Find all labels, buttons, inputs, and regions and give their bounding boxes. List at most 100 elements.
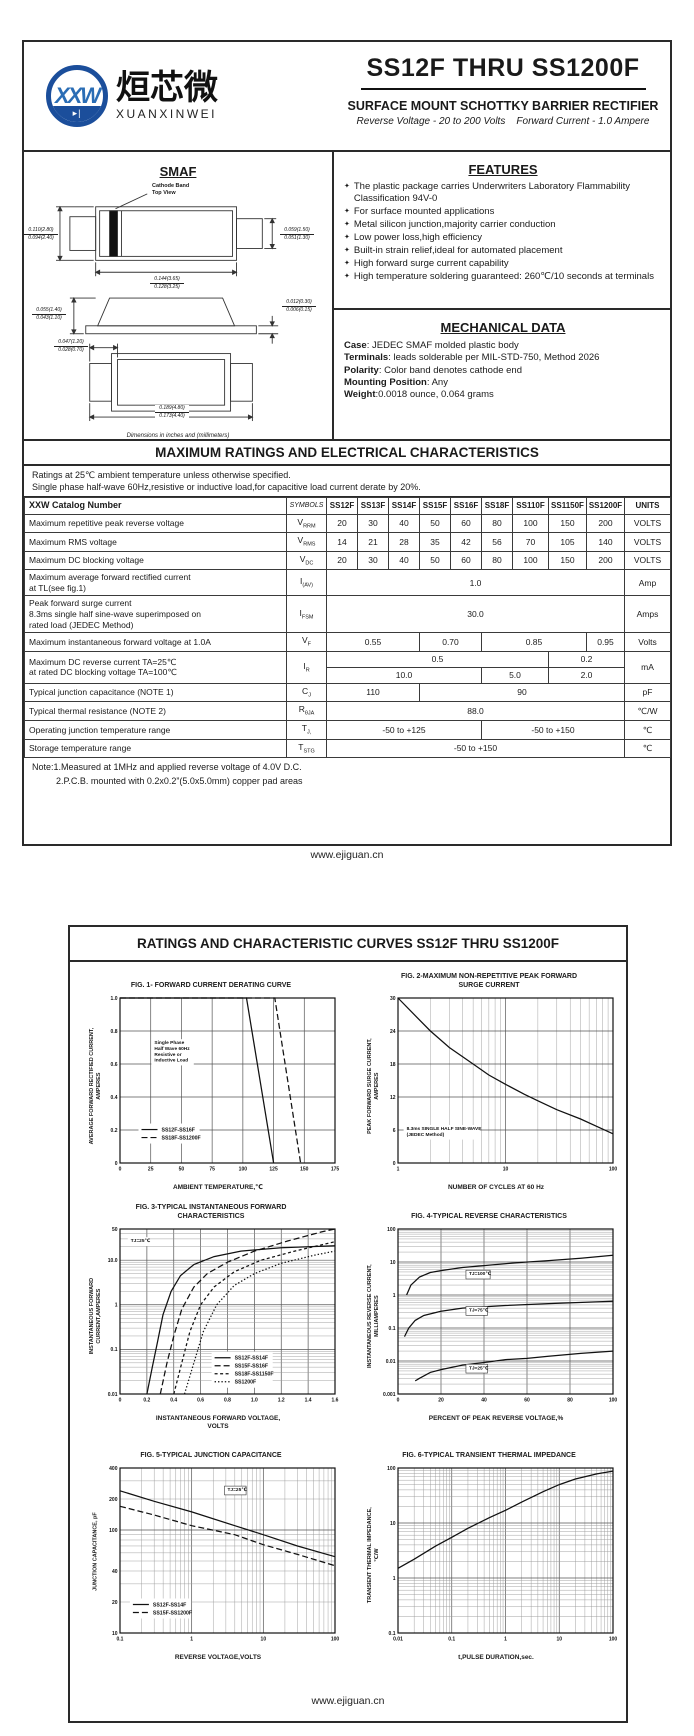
table-cell: Maximum RMS voltage (24, 532, 287, 552)
table-cell: 200 (586, 550, 625, 571)
ratings-table: XXW Catalog Number SYMBOLS SS12F SS13F SS14F… (24, 497, 671, 759)
svg-text:75: 75 (209, 1167, 215, 1173)
chart-plot: 0 0.2 0.4 0.6 0.8 1.0 1.2 1.4 1.6 0.01 0.1 1 10.0 50 T… (108, 1227, 339, 1404)
features-list: ✦ The plastic package carries Underwriter… (344, 181, 662, 283)
x-axis-label: AMBIENT TEMPERATURE,℃ (172, 1184, 264, 1191)
figure-title: FIG. 6-TYPICAL TRANSIENT THERMAL IMPEDAN… (402, 1451, 576, 1459)
table-cell: 10.0 (326, 666, 482, 684)
figure-title: FIG. 1- FORWARD CURRENT DERATING CURVE (130, 981, 292, 989)
table-cell: 88.0 (326, 701, 625, 722)
table-cell: 105 (548, 532, 587, 552)
svg-text:10: 10 (390, 1259, 396, 1265)
svg-text:40: 40 (112, 1568, 118, 1574)
svg-text:SS18F-SS1150F: SS18F-SS1150F (235, 1371, 274, 1377)
table-cell: pF (624, 682, 671, 703)
table-cell: 100 (512, 550, 549, 571)
table-cell: VOLTS (624, 532, 671, 552)
svg-text:0: 0 (115, 1161, 118, 1167)
bullet-icon: ✦ (344, 220, 350, 228)
series-SS15F-SS16F (159, 1228, 336, 1394)
table-cell: 0.70 (419, 632, 482, 652)
svg-text:10: 10 (390, 1520, 396, 1526)
table-cell: Typical thermal resistance (NOTE 2) (24, 701, 287, 722)
table-cell: SS14F (388, 497, 420, 515)
feature-item: ✦ For surface mounted applications (344, 205, 495, 217)
table-cell: 42 (450, 532, 482, 552)
svg-text:50: 50 (112, 1227, 118, 1233)
svg-text:1.6: 1.6 (332, 1397, 339, 1403)
dim-side-left: 0.055(1.40) 0.043(1.10) (32, 307, 66, 321)
svg-text:10: 10 (112, 1630, 118, 1636)
table-row: 10.0 5.0 2.0 (25, 666, 671, 684)
table-cell: 1.0 (326, 569, 625, 597)
svg-text:SS1200F: SS1200F (235, 1379, 257, 1385)
feature-item: ✦ Low power loss,high efficiency (344, 231, 483, 243)
series-surge current (397, 997, 614, 1135)
company-name-pinyin: XUANXINWEI (116, 107, 218, 122)
x-axis-label: REVERSE VOLTAGE,VOLTS (174, 1653, 262, 1661)
svg-text:80: 80 (567, 1397, 573, 1403)
table-cell: Storage temperature range (24, 738, 287, 759)
ratings-conditions: Ratings at 25℃ ambient temperature unles… (24, 466, 670, 498)
table-cell: Maximum repetitive peak reverse voltage (24, 513, 287, 534)
series-TJ=25℃ (414, 1350, 614, 1382)
x-axis-label: NUMBER OF CYCLES AT 60 Hz (447, 1184, 545, 1192)
y-axis-label: TRANSIENT THERMAL IMPEDANCE, ℃/W (366, 1507, 380, 1604)
mechanical-data-section: MECHANICAL DATA Case: JEDEC SMAF molded … (334, 310, 670, 439)
table-cell: 30 (357, 550, 389, 571)
svg-text:8.3ms SINGLE HALF SINE-WAVE(JE: 8.3ms SINGLE HALF SINE-WAVE (JEDEC Method… (407, 1126, 483, 1138)
series-SS12F-SS14F (119, 1489, 336, 1557)
company-logo: XXW ▸| 烜芯微 XUANXINWEI (24, 42, 336, 150)
svg-text:1: 1 (393, 1575, 396, 1581)
bullet-icon: ✦ (344, 183, 350, 190)
svg-text:1.2: 1.2 (278, 1397, 285, 1403)
y-axis-label: AVERAGE FORWARD RECTIFIED CURRENT, AMPER… (88, 1027, 102, 1144)
svg-text:50: 50 (179, 1167, 185, 1173)
figure-5: FIG. 5-TYPICAL JUNCTION CAPACITANCE JUNCT… (72, 1442, 350, 1662)
svg-text:0.1: 0.1 (389, 1630, 396, 1636)
svg-text:10: 10 (556, 1636, 562, 1642)
svg-text:12: 12 (390, 1095, 396, 1101)
svg-text:0.1: 0.1 (117, 1636, 124, 1642)
table-row: Maximum DC reverse current TA=25℃ at rate… (24, 650, 671, 684)
svg-text:200: 200 (109, 1496, 118, 1502)
svg-text:100: 100 (387, 1465, 396, 1471)
svg-text:0.001: 0.001 (383, 1391, 396, 1397)
package-name: SMAF (159, 164, 197, 179)
svg-text:SS18F-SS1200F: SS18F-SS1200F (162, 1135, 201, 1141)
svg-text:TJ=25℃: TJ=25℃ (131, 1238, 151, 1244)
svg-text:SS12F-SS14F: SS12F-SS14F (153, 1602, 186, 1608)
table-cell: ℃/W (624, 701, 671, 722)
svg-text:100: 100 (331, 1636, 340, 1642)
device-type-subtitle: SURFACE MOUNT SCHOTTKY BARRIER RECTIFIER (347, 99, 659, 113)
table-cell: Maximum average forward rectified curren… (24, 569, 287, 597)
svg-text:100: 100 (609, 1397, 618, 1403)
svg-text:1: 1 (504, 1636, 507, 1642)
table-cell: SS15F (419, 497, 451, 515)
feature-item: ✦ The plastic package carries Underwriter… (344, 181, 631, 204)
series-TJ=100℃ (406, 1254, 614, 1295)
mechanical-data-row: Mounting Position: Any (344, 377, 448, 389)
table-cell: SS1150F (548, 497, 587, 515)
table-row: Maximum repetitive peak reverse voltage V… (24, 513, 671, 534)
svg-text:TJ=25℃: TJ=25℃ (228, 1487, 248, 1493)
svg-text:100: 100 (609, 1167, 618, 1173)
table-cell: 80 (481, 550, 513, 571)
table-cell: 0.2 (548, 650, 625, 668)
table-cell: TJ, (286, 720, 327, 740)
table-cell: SS13F (357, 497, 389, 515)
series-SS18F-SS1200F (120, 997, 302, 1164)
table-row: Storage temperature range TSTG -50 to +150… (24, 738, 671, 759)
x-axis-label: PERCENT OF PEAK REVERSE VOLTAGE,% (428, 1414, 564, 1422)
svg-text:1.0: 1.0 (251, 1397, 258, 1403)
logo-icon: XXW ▸| (46, 65, 108, 127)
table-cell: 50 (419, 550, 451, 571)
table-cell: VRMS (286, 532, 327, 552)
table-cell: CJ (286, 682, 327, 703)
svg-text:0.6: 0.6 (111, 1062, 118, 1068)
svg-text:0.01: 0.01 (386, 1358, 396, 1364)
page1-footer-url: www.ejiguan.cn (310, 849, 384, 861)
table-cell: Maximum DC reverse current TA=25℃ at rate… (24, 650, 287, 684)
table-cell: 60 (450, 550, 482, 571)
